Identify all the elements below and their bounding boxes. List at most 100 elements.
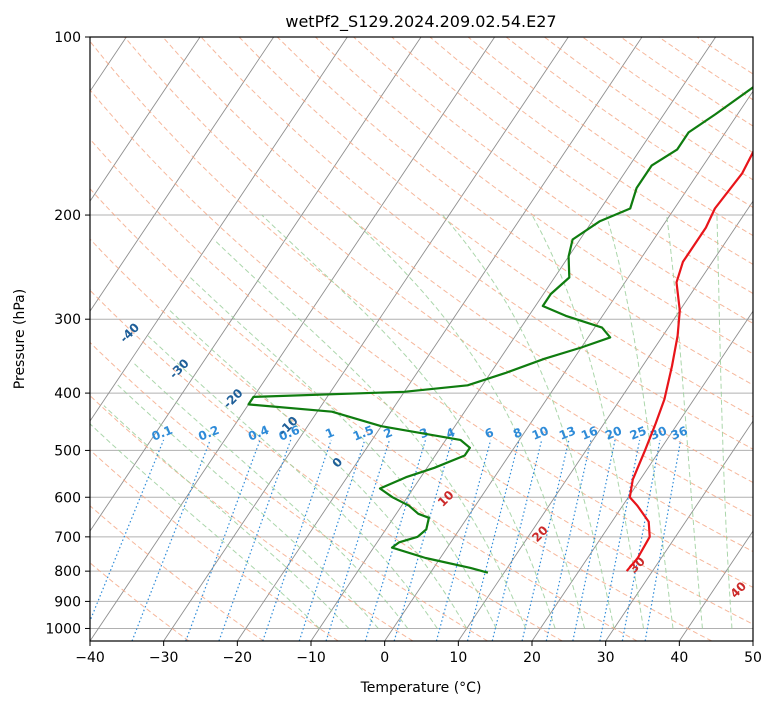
mixing-ratio-line: [393, 439, 453, 641]
dry-adiabat-line: [90, 138, 753, 625]
dry-adiabat-label: -20: [220, 386, 245, 411]
x-tick-label: 20: [523, 650, 541, 666]
y-tick-label: 100: [54, 30, 81, 46]
dry-adiabat-line: [200, 37, 753, 450]
x-tick-label: −40: [75, 650, 105, 666]
isotherm-line: [90, 37, 201, 203]
dry-adiabat-line: [353, 37, 753, 324]
y-ticks: 1000 900 800 700 600 500 400 300 200 100: [45, 30, 90, 637]
y-axis-label: Pressure (hPa): [12, 289, 28, 389]
dry-adiabat-line: [90, 341, 488, 641]
mixing-ratio-line: [131, 439, 211, 641]
mixing-ratio-label: 25: [628, 424, 649, 443]
isotherm-line: [752, 640, 753, 641]
moist-adiabat-line: [213, 239, 527, 629]
mixing-ratio-label: 8: [511, 425, 524, 441]
dry-adiabat-line: [90, 89, 753, 588]
mixing-ratio-label: 36: [669, 424, 690, 443]
dry-adiabat-line: [90, 449, 339, 641]
mixing-ratio-label: 20: [603, 424, 624, 443]
isotherm-line: [90, 37, 275, 312]
dry-adiabat-line: [90, 238, 638, 641]
mixing-ratio-label: 13: [557, 424, 578, 443]
y-tick-label: 400: [54, 386, 81, 402]
mixing-ratio-line: [466, 439, 520, 641]
profile-lines: [247, 86, 753, 574]
moist-adiabat-line: [147, 335, 438, 629]
mixing-ratio-label: 0.1: [150, 423, 175, 444]
guide-line-labels: 0.10.20.40.611.52346810131620253036-100-…: [0, 193, 749, 601]
y-tick-label: 600: [54, 490, 81, 506]
dewpoint-line: [247, 86, 753, 574]
isotherm-line: [605, 420, 753, 641]
x-tick-label: 30: [597, 650, 615, 666]
mixing-ratio-label: 0.4: [246, 423, 271, 444]
y-tick-label: 900: [54, 594, 81, 610]
mixing-ratio-line: [491, 439, 543, 641]
mixing-ratio-label: 16: [579, 424, 600, 443]
isotherm-line: [678, 530, 753, 641]
isotherm-line: [236, 37, 643, 641]
mixing-ratio-line: [185, 439, 261, 641]
moist-adiabat-line: [189, 277, 497, 629]
moist-adiabat-line: [169, 310, 468, 629]
y-tick-label: 800: [54, 564, 81, 580]
x-tick-label: −10: [296, 650, 326, 666]
mixing-ratio-line: [90, 439, 165, 623]
x-ticks: −40 −30 −20 −10 0 10 20 30 40 50: [75, 641, 762, 666]
isotherm-line: [457, 200, 753, 641]
isotherm-line: [384, 90, 753, 641]
dry-adiabat-line: [162, 37, 753, 484]
isotherm-line: [531, 310, 753, 641]
moist-adiabat-label: 20: [529, 523, 551, 545]
y-tick-label: 700: [54, 530, 81, 546]
x-tick-label: 50: [744, 650, 762, 666]
mixing-ratio-line: [262, 439, 332, 641]
dry-adiabat-label: 0: [330, 455, 346, 471]
y-tick-label: 500: [54, 443, 81, 459]
dry-adiabat-line: [90, 289, 563, 641]
moist-adiabat-line: [605, 214, 674, 629]
mixing-ratio-line: [644, 439, 682, 641]
dry-adiabat-line: [696, 37, 753, 75]
isotherm-line: [90, 37, 496, 641]
moist-adiabat-line: [103, 405, 350, 629]
y-tick-label: 300: [54, 312, 81, 328]
plot-frame: [89, 36, 754, 642]
moist-adiabat-line: [716, 214, 733, 629]
dry-adiabat-label: -40: [117, 320, 142, 345]
mixing-ratio-label: 6: [483, 425, 496, 441]
dry-adiabat-label: -70: [0, 193, 7, 218]
moist-adiabat-line: [90, 423, 320, 629]
x-tick-label: 10: [449, 650, 467, 666]
dry-adiabat-label: -30: [167, 356, 192, 381]
moist-adiabat-label: 40: [727, 579, 749, 601]
x-tick-label: −30: [149, 650, 179, 666]
moist-adiabat-line: [666, 214, 703, 629]
dry-adiabat-line: [90, 394, 414, 641]
dry-adiabat-line: [90, 562, 190, 641]
isotherm-line: [90, 37, 348, 422]
moist-adiabat-line: [115, 382, 379, 629]
mixing-ratio-line: [364, 439, 427, 641]
moist-adiabat-line: [347, 214, 586, 629]
isotherm-line: [90, 37, 422, 532]
dry-adiabat-line: [620, 37, 753, 127]
temperature-line: [625, 149, 753, 572]
y-tick-label: 1000: [45, 621, 81, 637]
mixing-ratio-label: 10: [530, 424, 551, 443]
x-tick-label: 40: [670, 650, 688, 666]
isotherm-line: [310, 37, 717, 641]
dry-adiabat-label: -50: [69, 281, 94, 306]
mixing-ratio-label: 1: [323, 425, 336, 441]
mixing-ratio-line: [435, 439, 492, 641]
y-tick-label: 200: [54, 208, 81, 224]
x-axis-label: Temperature (°C): [360, 680, 482, 696]
background-lines: [90, 37, 753, 641]
x-tick-label: 0: [380, 650, 389, 666]
x-tick-label: −20: [223, 650, 253, 666]
mixing-ratio-line: [298, 439, 366, 641]
mixing-ratio-line: [218, 439, 292, 641]
mixing-ratio-label: 0.2: [196, 423, 221, 444]
